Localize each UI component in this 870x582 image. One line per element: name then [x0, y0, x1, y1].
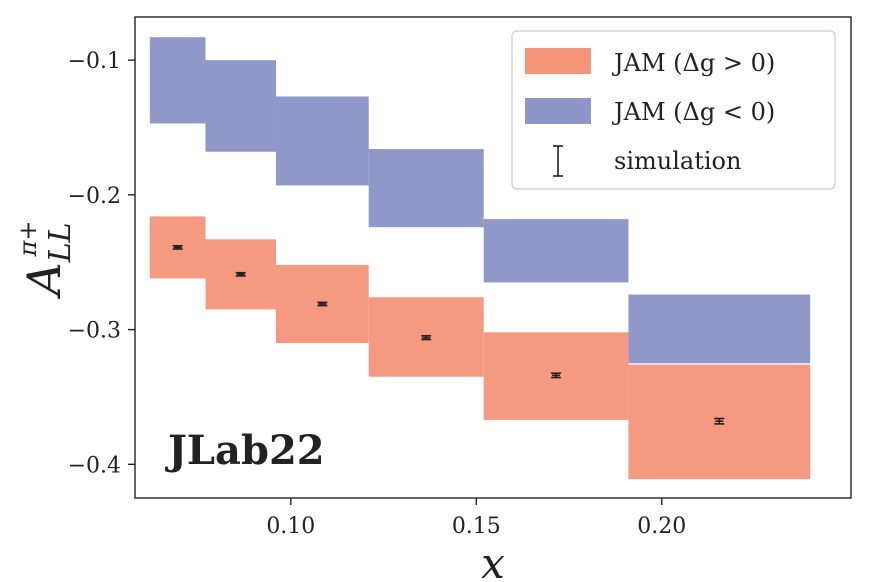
simulation-point-1 — [172, 244, 183, 250]
y-tick-label-1: −0.1 — [68, 49, 121, 74]
y-axis-label-main: A — [17, 262, 71, 299]
legend-errorbar-icon — [553, 145, 563, 177]
legend-box — [511, 30, 836, 190]
experiment-annotation: JLab22 — [165, 427, 325, 474]
y-axis-label-superscript: π+ — [14, 221, 42, 258]
band-negative-1 — [149, 37, 206, 124]
simulation-point-4 — [421, 334, 432, 341]
y-tick-label-4: −0.4 — [68, 453, 121, 478]
band-negative-5 — [483, 219, 629, 283]
legend-swatch-negative — [525, 98, 591, 124]
x-axis-label: x — [481, 539, 505, 582]
legend-label-simulation: simulation — [614, 147, 741, 175]
y-tick-label-3: −0.3 — [68, 319, 121, 344]
simulation-point-5 — [551, 372, 562, 379]
band-negative-2 — [205, 60, 276, 152]
band-negative-6 — [628, 294, 811, 364]
simulation-point-2 — [235, 271, 246, 277]
x-tick-label-3: 0.20 — [637, 514, 686, 539]
legend-swatch-positive — [525, 48, 591, 74]
simulation-point-3 — [317, 301, 328, 307]
x-tick-label-2: 0.15 — [452, 514, 501, 539]
svg-text:ALLπ+: ALLπ+ — [14, 221, 78, 300]
x-ticks: 0.10 0.15 0.20 — [266, 498, 686, 539]
y-axis-label: ALLπ+ — [14, 221, 78, 300]
y-tick-label-2: −0.2 — [68, 184, 121, 209]
jam-bands-layer — [149, 37, 811, 480]
plot-frame — [134, 16, 852, 499]
band-negative-4 — [368, 149, 484, 228]
band-negative-3 — [275, 96, 369, 186]
y-ticks: −0.1 −0.2 −0.3 −0.4 — [68, 49, 135, 478]
legend: JAM (Δg > 0) JAM (Δg < 0) simulation — [511, 30, 836, 190]
x-tick-label-1: 0.10 — [266, 514, 315, 539]
legend-label-positive: JAM (Δg > 0) — [611, 49, 775, 77]
legend-label-negative: JAM (Δg < 0) — [611, 98, 775, 126]
simulation-points-layer — [172, 244, 725, 425]
simulation-point-6 — [714, 417, 725, 425]
y-axis-label-subscript: LL — [43, 222, 78, 263]
